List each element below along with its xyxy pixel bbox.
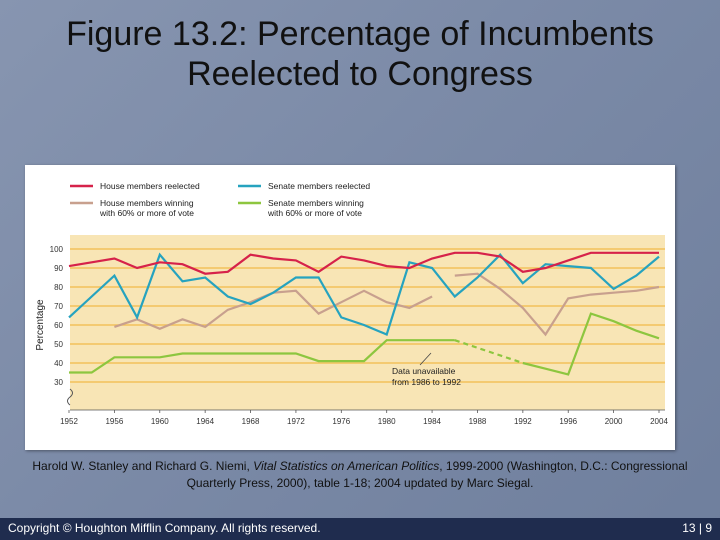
x-tick-label: 1996 xyxy=(559,417,577,426)
source-caption: Harold W. Stanley and Richard G. Niemi, … xyxy=(25,458,695,492)
line-chart: 30 40 50 60 70 80 90 100 1952 1956 1960 1964 1968 197… xyxy=(35,181,668,426)
axis-break xyxy=(67,388,73,406)
legend-label: House members reelected xyxy=(100,181,200,191)
footer-bar xyxy=(0,518,720,540)
annotation-data-unavailable: Data unavailable from 1986 to 1992 xyxy=(392,366,461,387)
y-tick-label: 80 xyxy=(54,283,63,292)
x-tick-label: 1964 xyxy=(196,417,214,426)
x-tick-label: 1984 xyxy=(423,417,441,426)
slide-title: Figure 13.2: Percentage of Incumbents Re… xyxy=(20,14,700,94)
y-tick-label: 30 xyxy=(54,378,63,387)
page-number: 13 | 9 xyxy=(682,521,712,535)
title-line-1: Figure 13.2: Percentage of Incumbents xyxy=(66,15,654,53)
y-tick-label: 70 xyxy=(54,302,63,311)
caption-pre: Harold W. Stanley and Richard G. Niemi, xyxy=(32,459,254,473)
legend-label-line: with 60% or more of vote xyxy=(99,208,194,218)
series-senate-60-line xyxy=(69,339,455,374)
legend-label-line: House members winning xyxy=(100,198,194,208)
y-axis-label: Percentage xyxy=(35,299,46,351)
x-tick-label: 1972 xyxy=(287,417,305,426)
legend-label-line: with 60% or more of vote xyxy=(267,208,362,218)
y-tick-label: 50 xyxy=(54,340,63,349)
series-senate-60-gap xyxy=(454,339,524,365)
x-tick-label: 1968 xyxy=(242,417,260,426)
legend-label: House members winning with 60% or more of… xyxy=(99,198,194,218)
annotation-leader xyxy=(419,352,432,366)
x-tick-label: 1988 xyxy=(469,417,487,426)
series-house-60-line-after xyxy=(454,272,660,337)
x-tick-label: 1956 xyxy=(105,417,123,426)
x-tick-label: 1992 xyxy=(514,417,532,426)
legend-label-line: Senate members winning xyxy=(268,198,364,208)
y-tick-label: 90 xyxy=(54,264,63,273)
legend-label: Senate members reelected xyxy=(268,181,370,191)
caption-post: , 1999-2000 (Washington, D.C.: Congressi… xyxy=(186,459,688,490)
x-tick-label: 2000 xyxy=(605,417,623,426)
y-tick-label: 40 xyxy=(54,359,63,368)
legend-label-line: Senate members reelected xyxy=(268,181,370,191)
x-tick-label: 1960 xyxy=(151,417,169,426)
series-senate-60-line-after xyxy=(522,312,660,376)
chart-figure: 30 40 50 60 70 80 90 100 1952 1956 1960 1964 1968 197… xyxy=(25,165,675,450)
annotation-line: Data unavailable xyxy=(392,366,456,376)
y-tick-label: 60 xyxy=(54,321,63,330)
y-tick-label: 100 xyxy=(50,245,64,254)
x-tick-label: 2004 xyxy=(650,417,668,426)
annotation-line: from 1986 to 1992 xyxy=(392,377,461,387)
legend-label-line: House members reelected xyxy=(100,181,200,191)
x-tick-label: 1976 xyxy=(332,417,350,426)
x-tick-label: 1980 xyxy=(378,417,396,426)
series-house-reelected-line xyxy=(68,251,659,275)
caption-italic: Vital Statistics on American Politics xyxy=(253,459,440,473)
x-tick-label: 1952 xyxy=(60,417,78,426)
copyright-text: Copyright © Houghton Mifflin Company. Al… xyxy=(8,521,321,535)
legend-label: Senate members winning with 60% or more o… xyxy=(267,198,364,218)
title-line-2: Reelected to Congress xyxy=(187,55,533,93)
